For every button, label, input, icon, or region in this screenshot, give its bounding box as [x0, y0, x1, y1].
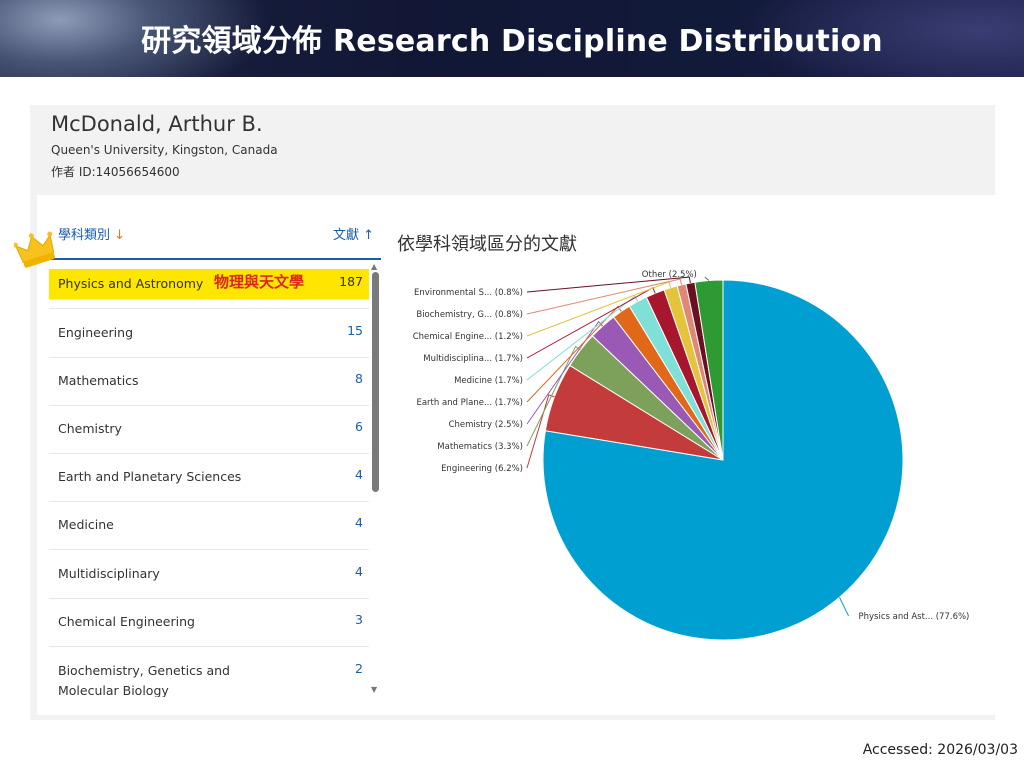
list-item-label: Mathematics — [58, 373, 139, 388]
pie-slice-label: Environmental S... (0.8%) — [414, 288, 523, 298]
pie-leader-line — [526, 305, 622, 403]
banner: 研究領域分佈 Research Discipline Distribution — [0, 0, 1024, 77]
scroll-down-icon[interactable]: ▼ — [371, 685, 378, 694]
pie-chart: Physics and Ast... (77.6%) Engineering (6… — [413, 270, 970, 641]
sort-by-subject-header[interactable]: 學科類別 ↓ — [58, 224, 125, 243]
list-item[interactable]: Mathematics 8 — [49, 357, 369, 406]
list-item-label: Physics and Astronomy — [58, 276, 204, 291]
sort-by-documents-header[interactable]: 文獻 ↑ — [333, 228, 375, 243]
list-item[interactable]: Medicine 4 — [49, 501, 369, 550]
author-name: McDonald, Arthur B. — [51, 112, 263, 136]
scrollbar-thumb[interactable] — [372, 272, 379, 492]
list-item[interactable]: Biochemistry, Genetics and Molecular Bio… — [49, 647, 369, 697]
pie-slice-label: Medicine (1.7%) — [454, 376, 523, 386]
list-item-count[interactable]: 3 — [355, 612, 363, 627]
pie-slice-label: Physics and Ast... (77.6%) — [859, 612, 970, 622]
pie-slice-label: Mathematics (3.3%) — [437, 442, 523, 452]
list-item[interactable]: Physics and Astronomy 物理與天文學 187 — [49, 269, 369, 300]
list-item-count[interactable]: 15 — [347, 323, 363, 338]
list-item[interactable]: Chemical Engineering 3 — [49, 598, 369, 647]
list-item-count[interactable]: 2 — [355, 661, 363, 676]
pie-leader-line — [526, 276, 691, 293]
subject-header-label: 學科類別 — [58, 228, 111, 243]
list-item[interactable]: Multidisciplinary 4 — [49, 550, 369, 599]
list-item-count[interactable]: 187 — [339, 274, 363, 289]
banner-title: 研究領域分佈 Research Discipline Distribution — [141, 24, 883, 59]
list-item[interactable]: Earth and Planetary Sciences 4 — [49, 453, 369, 502]
chart-title: 依學科領域區分的文獻 — [397, 234, 577, 255]
pie-slice-label: Biochemistry, G... (0.8%) — [416, 310, 523, 320]
header-divider — [49, 258, 381, 260]
pie-slice-label: Multidisciplina... (1.7%) — [423, 354, 523, 364]
author-affiliation: Queen's University, Kingston, Canada — [51, 143, 278, 157]
pie-slice-label: Engineering (6.2%) — [441, 464, 523, 474]
list-item-count[interactable]: 4 — [355, 515, 363, 530]
list-item-count[interactable]: 4 — [355, 467, 363, 482]
list-item-label: Biochemistry, Genetics and Molecular Bio… — [58, 663, 230, 697]
crown-icon — [14, 231, 56, 268]
list-item-count[interactable]: 8 — [355, 371, 363, 386]
pie-slice-label: Earth and Plane... (1.7%) — [416, 398, 523, 408]
list-item-count[interactable]: 6 — [355, 419, 363, 434]
pie-leader-line — [526, 278, 683, 315]
list-item-label: Engineering — [58, 325, 133, 340]
scroll-up-icon[interactable]: ▲ — [371, 262, 378, 271]
accessed-date: Accessed: 2026/03/03 — [862, 742, 1018, 758]
list-item-label: Medicine — [58, 517, 114, 532]
list-item-count[interactable]: 4 — [355, 564, 363, 579]
pie-leader-line — [526, 295, 639, 381]
pie-leader-line — [526, 345, 581, 447]
list-item[interactable]: Engineering 15 — [49, 308, 369, 358]
list-item-label: Chemistry — [58, 421, 122, 436]
pie-slice-label: Other (2.5%) — [642, 270, 697, 280]
list-item[interactable]: Chemistry 6 — [49, 405, 369, 454]
pie-slice-label: Chemistry (2.5%) — [449, 420, 523, 430]
list-item-label: Earth and Planetary Sciences — [58, 469, 242, 484]
highlight-annotation: 物理與天文學 — [214, 273, 305, 291]
pie-slice-label: Chemical Engine... (1.2%) — [413, 332, 523, 342]
subject-list: Physics and Astronomy 物理與天文學 187 Enginee… — [49, 261, 369, 697]
pie-leader-line — [839, 597, 849, 617]
author-id: 作者 ID:14056654600 — [51, 165, 180, 179]
pie-leader-line — [704, 276, 710, 281]
sort-down-icon: ↓ — [114, 228, 126, 243]
list-item-label: Multidisciplinary — [58, 566, 160, 581]
pie-slice[interactable] — [694, 279, 724, 461]
list-item-label: Chemical Engineering — [58, 614, 195, 629]
pie-leader-line — [526, 394, 555, 469]
